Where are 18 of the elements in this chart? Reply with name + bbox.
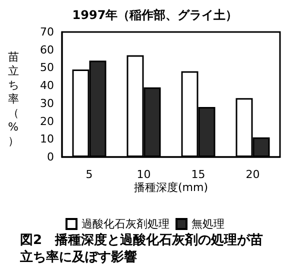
y-axis-title: 苗立ち率（%） <box>8 50 19 148</box>
legend-label: 過酸化石灰剤処理 <box>82 218 170 230</box>
legend-label: 無処理 <box>192 218 224 230</box>
x-tick-label: 20 <box>246 168 260 181</box>
y-tick-label: 40 <box>40 79 54 92</box>
y-tick-label: 10 <box>40 132 54 146</box>
y-tick-label: 20 <box>40 114 54 128</box>
caption: 図2 播種深度と過酸化石灰剤の処理が苗立ち率に及ぼす影響 <box>19 232 264 265</box>
chart-title: 1997年（稲作部、グライ土） <box>72 8 238 22</box>
y-tick-label: 30 <box>40 96 54 110</box>
y-tick-label: 60 <box>40 43 54 56</box>
x-axis-title: 播種深度(mm) <box>134 181 208 194</box>
x-tick-label: 5 <box>86 168 93 181</box>
x-tick-label: 15 <box>191 168 206 181</box>
x-tick-label: 10 <box>136 168 151 181</box>
y-tick-label: 0 <box>47 150 54 164</box>
y-tick-label: 70 <box>40 26 54 38</box>
y-tick-label: 50 <box>40 61 54 74</box>
